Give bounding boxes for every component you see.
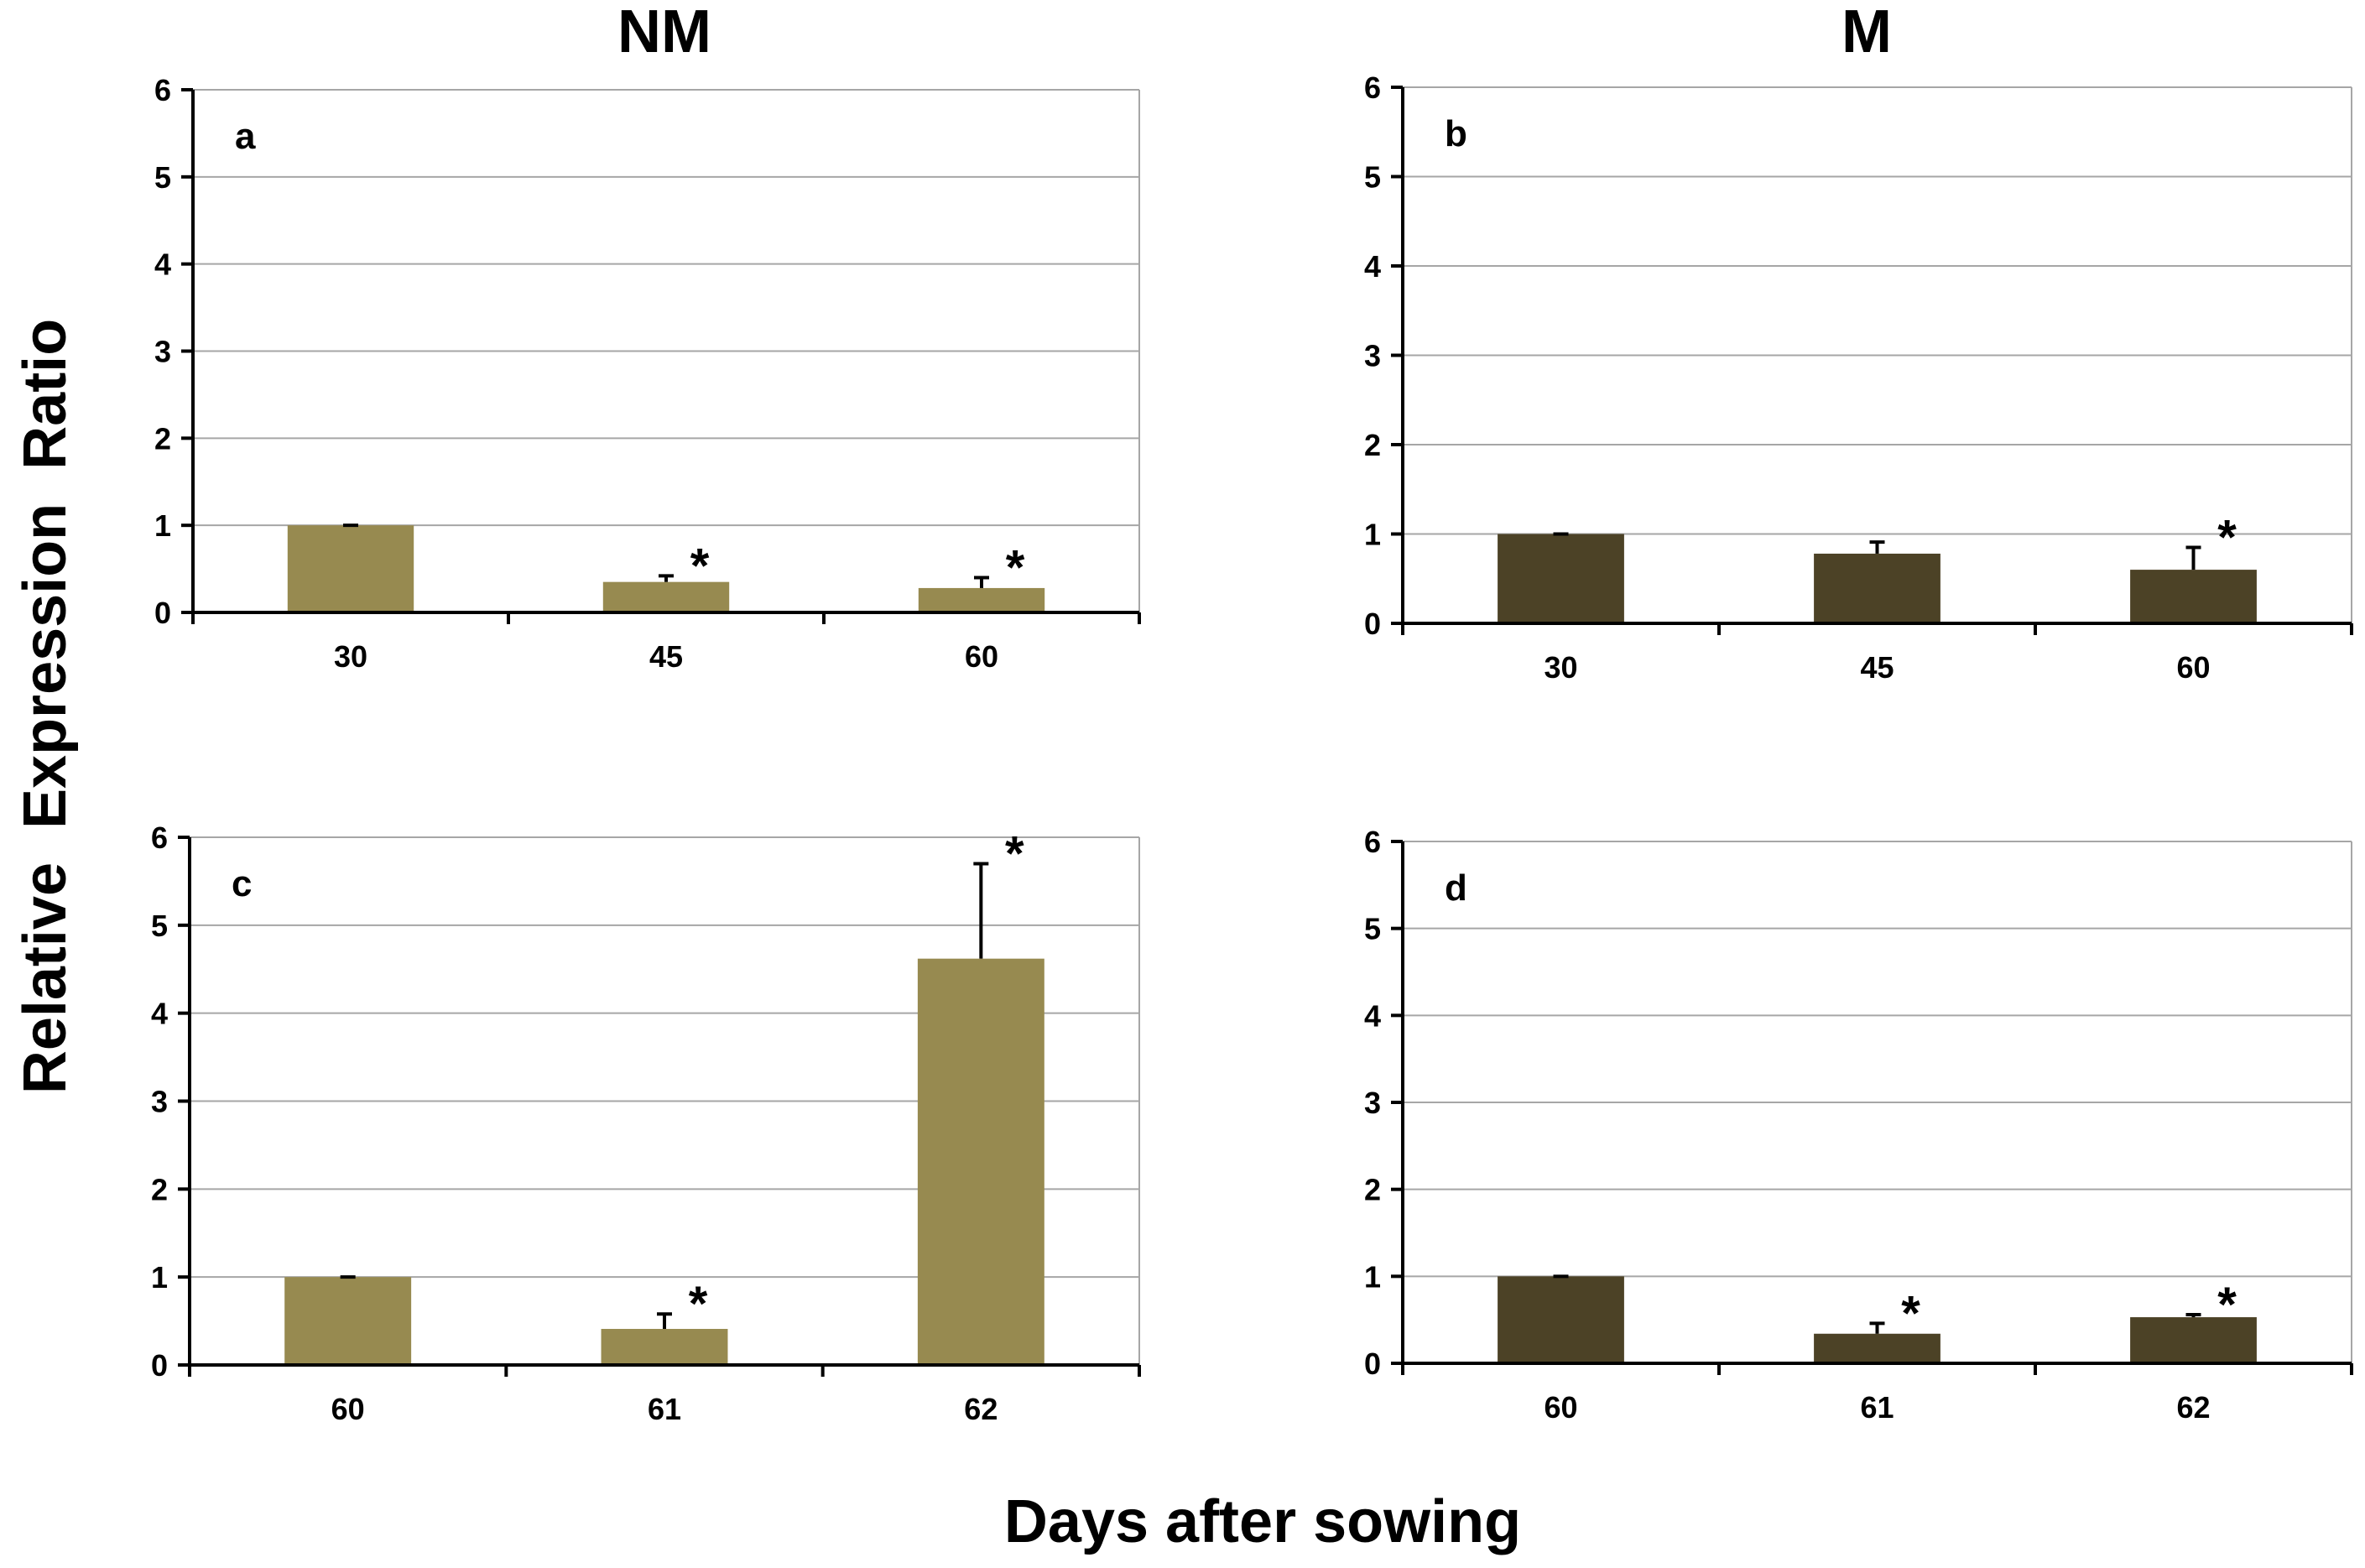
- column-title-m: M: [1841, 0, 1892, 65]
- panel-a-y-tick-label: 4: [154, 247, 171, 282]
- panel-c-x-tick-label: 60: [331, 1392, 365, 1426]
- panel-a-bar: [287, 525, 414, 612]
- panel-d-y-tick-label: 4: [1364, 998, 1381, 1033]
- x-axis-title: Days after sowing: [1004, 1488, 1521, 1555]
- panel-d-y-tick-label: 6: [1364, 825, 1381, 859]
- column-title-nm: NM: [617, 0, 711, 65]
- panel-b-y-tick-label: 0: [1364, 607, 1381, 641]
- panel-d-y-tick-label: 3: [1364, 1086, 1381, 1120]
- panel-b-y-tick-label: 6: [1364, 70, 1381, 105]
- y-axis-title: Relative Expression Ratio: [12, 319, 79, 1094]
- panel-c-y-tick-label: 1: [151, 1260, 168, 1295]
- panel-c-bar: [284, 1277, 412, 1365]
- panel-d-bar: [1498, 1276, 1624, 1363]
- panel-c-bar: [601, 1329, 728, 1365]
- panel-a-x-tick-label: 60: [965, 639, 998, 674]
- panel-b-bar: [1498, 534, 1624, 623]
- panel-b-bar: [1814, 553, 1940, 623]
- panel-b-y-tick-label: 1: [1364, 518, 1381, 552]
- panel-b-x-tick-label: 30: [1544, 650, 1577, 685]
- panel-a-y-tick-label: 3: [154, 335, 171, 369]
- panel-b-bar: [2130, 570, 2257, 623]
- panel-a-significance-marker: *: [690, 539, 710, 593]
- panel-a-y-tick-label: 2: [154, 421, 171, 456]
- panel-a-x-tick-label: 30: [334, 639, 367, 674]
- panel-c-x-tick-label: 62: [964, 1392, 998, 1426]
- panel-b-y-tick-label: 2: [1364, 428, 1381, 462]
- panel-b-y-tick-label: 4: [1364, 249, 1381, 284]
- panel-c-y-tick-label: 4: [151, 997, 168, 1031]
- panel-b-y-tick-label: 5: [1364, 160, 1381, 195]
- panel-b-label: b: [1445, 113, 1467, 154]
- panel-b-y-tick-label: 3: [1364, 339, 1381, 373]
- panel-d-bar: [2130, 1317, 2257, 1363]
- panel-c-y-tick-label: 6: [151, 820, 168, 855]
- panel-d-x-tick-label: 61: [1860, 1390, 1894, 1425]
- panel-a-y-tick-label: 0: [154, 596, 171, 630]
- panel-c-label: c: [232, 863, 252, 904]
- panel-b-x-tick-label: 60: [2176, 650, 2210, 685]
- panel-c-significance-marker: *: [689, 1277, 708, 1331]
- panel-d-x-tick-label: 60: [1544, 1390, 1577, 1425]
- panel-d-x-tick-label: 62: [2176, 1390, 2210, 1425]
- panel-c-y-tick-label: 5: [151, 909, 168, 943]
- panel-d-significance-marker: *: [2217, 1278, 2237, 1332]
- panel-c-bar: [917, 958, 1044, 1365]
- panel-b-significance-marker: *: [2217, 510, 2237, 565]
- panel-a-label: a: [235, 116, 256, 157]
- panel-a-significance-marker: *: [1006, 540, 1025, 595]
- panel-c-y-tick-label: 3: [151, 1085, 168, 1119]
- panel-d: 0 1 2 3 4 5 6 60 * 61 * 62 d: [1364, 825, 2353, 1425]
- panel-b-x-tick-label: 45: [1860, 650, 1894, 685]
- panel-d-y-tick-label: 2: [1364, 1173, 1381, 1207]
- panel-d-bar: [1814, 1333, 1940, 1363]
- panel-c-y-tick-label: 0: [151, 1348, 168, 1383]
- panel-a-bar: [918, 587, 1045, 612]
- panel-a-y-tick-label: 1: [154, 508, 171, 543]
- panel-d-y-tick-label: 5: [1364, 912, 1381, 946]
- panel-d-y-tick-label: 0: [1364, 1347, 1381, 1381]
- panel-a-y-tick-label: 5: [154, 160, 171, 195]
- panel-c-y-tick-label: 2: [151, 1172, 168, 1206]
- panel-c-significance-marker: *: [1005, 826, 1024, 881]
- panel-a-bar: [602, 581, 730, 612]
- panel-c-x-tick-label: 61: [648, 1392, 681, 1426]
- panel-a-x-tick-label: 45: [649, 639, 683, 674]
- panel-d-label: d: [1445, 867, 1467, 909]
- panel-d-significance-marker: *: [1901, 1286, 1920, 1341]
- panel-d-y-tick-label: 1: [1364, 1259, 1381, 1294]
- panel-c: 0 1 2 3 4 5 6 60 * 61 * 62 c: [151, 820, 1141, 1426]
- panel-a-y-tick-label: 6: [154, 73, 171, 107]
